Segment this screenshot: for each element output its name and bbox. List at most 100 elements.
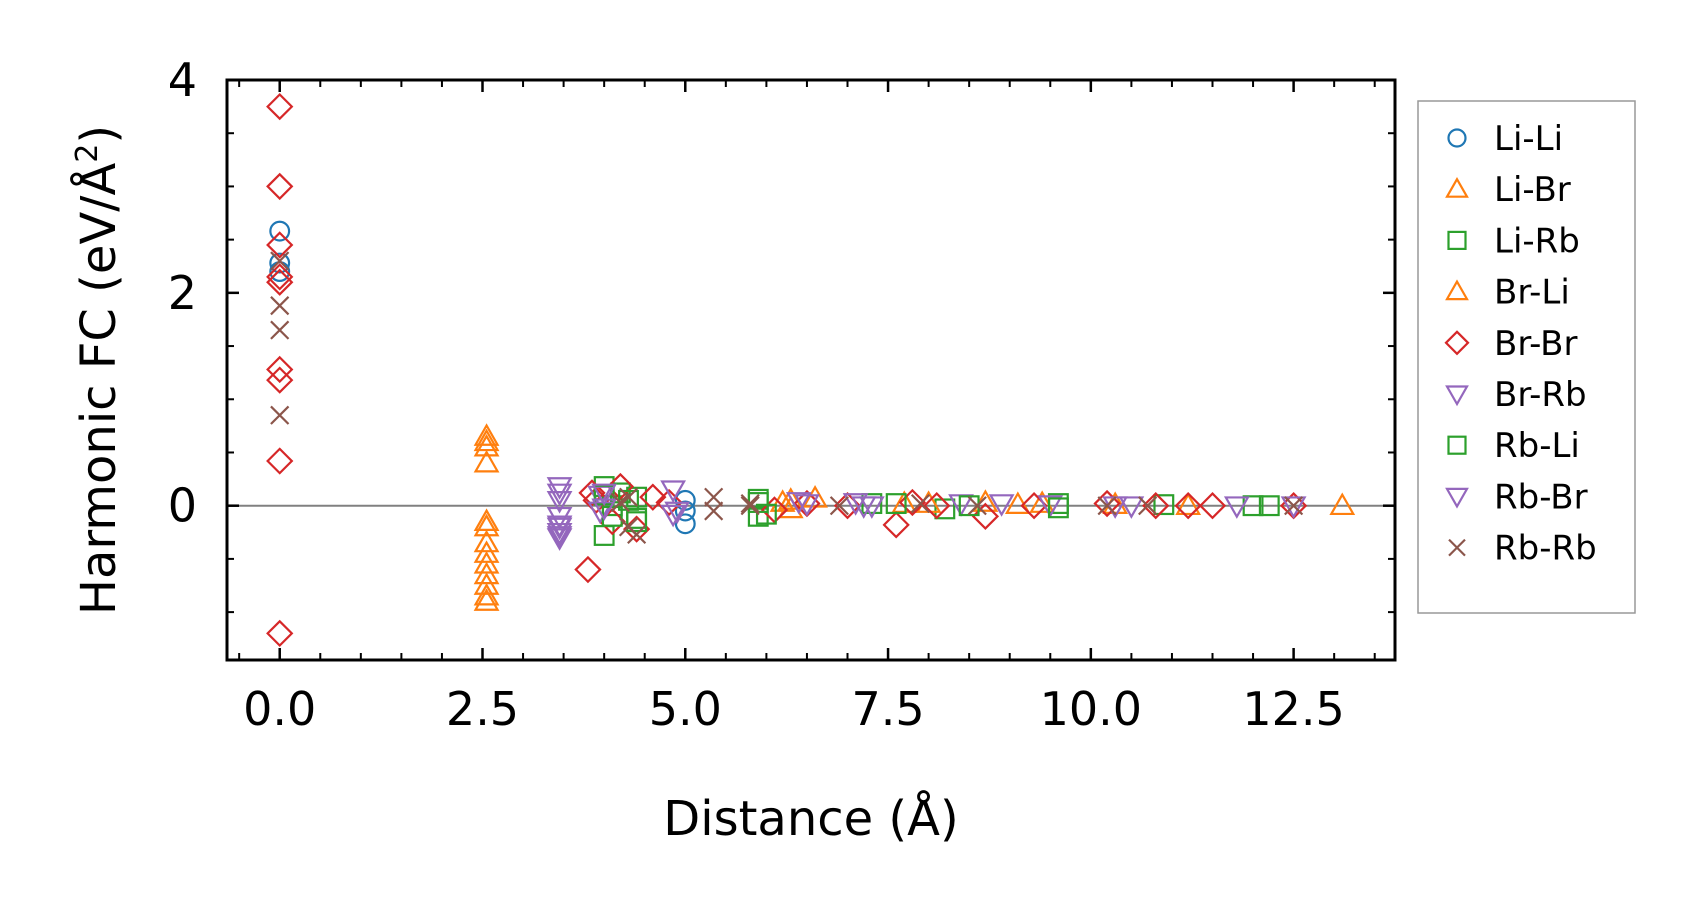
y-axis-title: Harmonic FC (eV/Å2) xyxy=(70,125,127,615)
data-point-rb-rb xyxy=(740,493,760,514)
x-axis-title: Distance (Å) xyxy=(663,790,958,847)
data-point-li-rb xyxy=(593,525,615,546)
data-point-br-li xyxy=(777,487,804,510)
x-tick-label: 0.0 xyxy=(243,682,316,736)
legend-marker-rb-br xyxy=(1445,487,1469,509)
legend-marker-rb-li xyxy=(1447,435,1467,455)
data-point-br-br xyxy=(266,447,294,475)
legend-marker-rb-rb xyxy=(1448,538,1466,557)
data-point-rb-br xyxy=(850,496,877,519)
y-axis-title-main: Harmonic FC (eV/Å xyxy=(70,163,127,616)
data-point-rb-br xyxy=(794,494,820,517)
y-tick-label: 4 xyxy=(168,53,197,107)
data-point-br-br xyxy=(1093,489,1121,518)
data-point-li-br xyxy=(473,588,500,611)
data-point-rb-rb xyxy=(1284,496,1304,516)
legend-label-br-br: Br-Br xyxy=(1494,324,1578,364)
legend-items: Li-Li Li-Br Li-Rb Br-Li Br-Br Br-Rb Rb-Li Rb-Br… xyxy=(1444,119,1597,569)
data-point-rb-li xyxy=(1258,495,1280,517)
data-point-rb-rb xyxy=(610,492,630,513)
y-tick-label: 0 xyxy=(168,479,197,533)
data-point-br-br xyxy=(266,231,294,259)
data-point-rb-rb xyxy=(270,251,290,271)
x-tick-label: 12.5 xyxy=(1242,682,1344,736)
data-point-rb-rb xyxy=(704,487,724,507)
data-point-rb-br xyxy=(546,526,573,549)
series-rb-rb xyxy=(270,251,1304,544)
data-point-br-br xyxy=(655,488,683,517)
data-point-br-rb xyxy=(842,493,869,516)
data-point-br-br xyxy=(639,483,667,511)
data-point-rb-br xyxy=(988,494,1015,517)
data-point-br-rb xyxy=(660,480,687,503)
legend-marker-br-rb xyxy=(1445,385,1469,407)
data-point-br-br xyxy=(1142,492,1170,520)
data-point-br-br xyxy=(266,263,294,291)
data-point-rb-li xyxy=(626,511,648,533)
data-point-rb-li xyxy=(755,503,777,525)
data-point-rb-rb xyxy=(1097,496,1117,516)
data-point-br-li xyxy=(473,582,500,606)
data-point-br-br xyxy=(898,488,927,517)
data-point-rb-li xyxy=(1047,497,1069,519)
data-point-li-br xyxy=(1029,490,1056,513)
data-point-br-br xyxy=(882,511,910,539)
data-point-br-rb xyxy=(587,501,614,525)
legend-label-br-li: Br-Li xyxy=(1494,273,1570,313)
x-tick-label: 10.0 xyxy=(1040,682,1142,736)
tick-labels-layer: 0.0 2.5 5.0 7.5 10.0 12.5 0 2 4 xyxy=(168,53,1345,736)
series-br-rb xyxy=(546,477,1307,551)
series-rb-br xyxy=(546,483,1145,549)
data-point-li-br xyxy=(473,572,500,595)
data-point-br-rb xyxy=(1037,495,1064,518)
data-point-li-rb xyxy=(1153,494,1175,516)
data-point-br-li xyxy=(473,428,500,452)
data-point-rb-br xyxy=(664,501,691,525)
series-br-li xyxy=(473,428,1356,606)
data-point-li-br xyxy=(473,423,500,446)
data-point-br-br xyxy=(971,502,1000,530)
data-point-rb-br xyxy=(591,483,618,507)
data-point-rb-rb xyxy=(829,496,849,516)
data-point-rb-rb xyxy=(1138,496,1158,516)
data-point-br-br xyxy=(266,619,294,648)
legend-marker-li-rb xyxy=(1447,230,1467,250)
data-point-rb-li xyxy=(885,493,907,515)
legend-label-br-rb: Br-Rb xyxy=(1494,375,1587,415)
data-point-rb-br xyxy=(591,498,618,522)
data-point-br-br xyxy=(266,268,294,296)
y-tick-label: 2 xyxy=(168,266,197,320)
data-point-rb-rb xyxy=(910,493,931,514)
legend: Li-Li Li-Br Li-Rb Br-Li Br-Br Br-Rb Rb-Li Rb-Br… xyxy=(1417,100,1636,614)
y-axis-title-superscript: 2 xyxy=(70,144,105,163)
data-point-rb-rb xyxy=(704,501,724,521)
data-point-br-br xyxy=(574,555,602,584)
data-point-br-br xyxy=(266,355,294,384)
data-point-li-li xyxy=(269,252,291,274)
data-point-rb-br xyxy=(546,483,573,507)
data-point-br-li xyxy=(1175,492,1202,516)
data-point-br-br xyxy=(266,172,294,201)
legend-marker-li-br xyxy=(1445,176,1469,198)
data-point-rb-br xyxy=(1118,496,1145,519)
data-point-br-rb xyxy=(546,477,573,500)
legend-marker-li-li xyxy=(1447,128,1467,148)
data-point-br-br xyxy=(1198,492,1227,520)
y-axis-title-close: ) xyxy=(71,125,127,144)
data-point-li-br xyxy=(473,508,500,532)
legend-marker-br-br xyxy=(1444,330,1470,356)
data-point-br-br xyxy=(1174,492,1202,520)
data-point-br-rb xyxy=(1223,496,1250,519)
data-point-li-li xyxy=(674,513,696,535)
series-br-br xyxy=(266,92,1308,648)
data-point-rb-rb xyxy=(618,487,639,507)
data-point-rb-rb xyxy=(270,405,290,425)
data-point-rb-rb xyxy=(270,296,290,316)
legend-label-li-rb: Li-Rb xyxy=(1494,221,1580,261)
data-point-br-br xyxy=(606,472,635,501)
data-point-li-br xyxy=(972,489,999,512)
legend-marker-br-li xyxy=(1445,279,1469,301)
data-point-br-br xyxy=(923,492,951,520)
data-points-layer xyxy=(266,92,1356,648)
